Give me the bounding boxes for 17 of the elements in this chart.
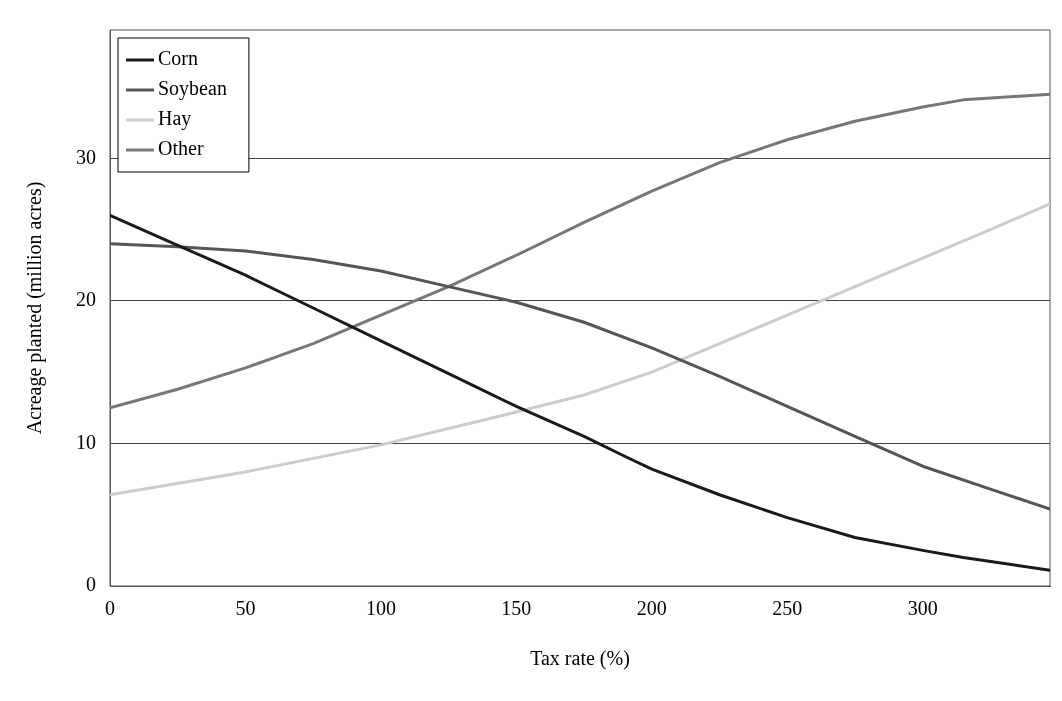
y-axis-title: Acreage planted (million acres) (23, 181, 47, 435)
legend-label: Other (158, 137, 204, 160)
x-tick-label: 200 (636, 597, 667, 620)
x-tick-label: 250 (772, 597, 803, 620)
legend-label: Hay (158, 107, 192, 131)
x-tick-label: 100 (365, 597, 396, 620)
x-axis-title: Tax rate (%) (530, 647, 630, 671)
y-tick-label: 20 (76, 288, 96, 311)
legend-label: Soybean (158, 77, 227, 101)
legend-label: Corn (158, 47, 198, 70)
y-tick-label: 30 (76, 145, 96, 168)
x-tick-label: 0 (105, 597, 115, 620)
y-tick-label: 10 (76, 430, 96, 453)
y-tick-label: 0 (86, 573, 96, 596)
x-tick-label: 50 (235, 597, 256, 620)
x-tick-label: 300 (907, 597, 938, 620)
x-tick-label: 150 (501, 597, 532, 620)
